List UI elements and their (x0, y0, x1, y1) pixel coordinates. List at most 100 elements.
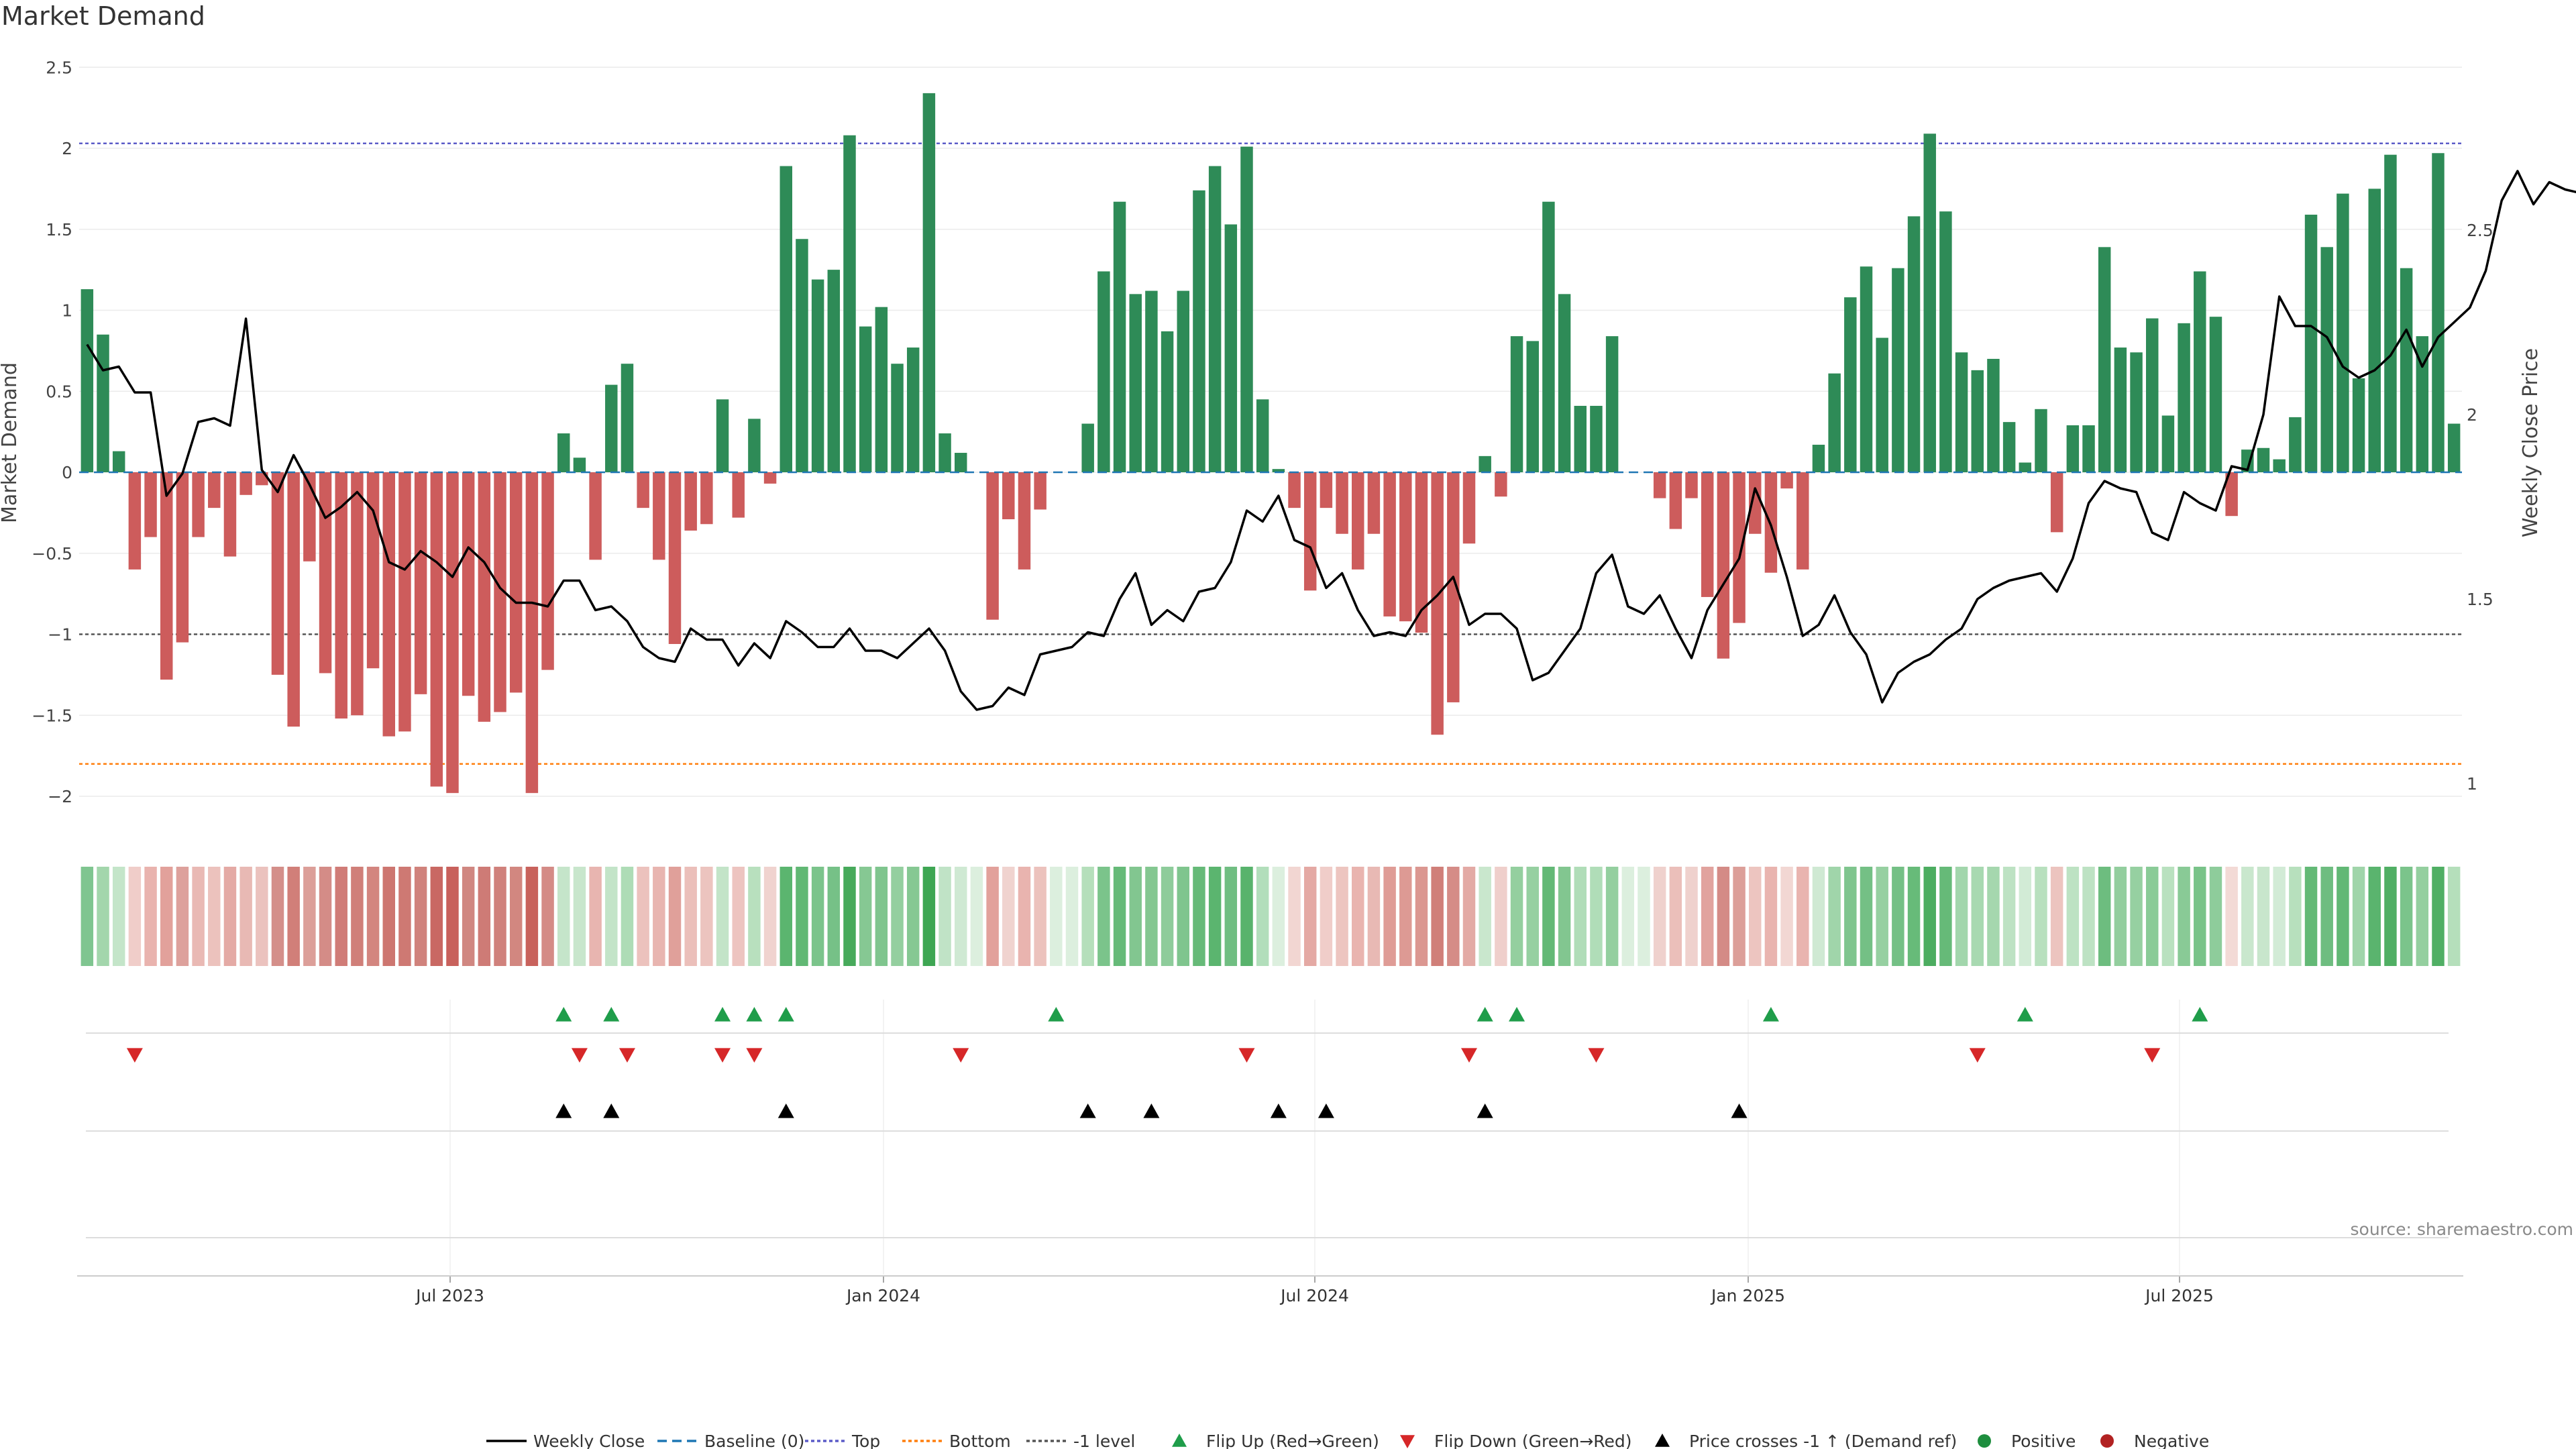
demand-bar (494, 472, 506, 712)
heat-cell (112, 867, 125, 966)
demand-bar (1256, 399, 1269, 472)
y-right-tick-label: 1.5 (2467, 590, 2493, 609)
demand-bar (700, 472, 713, 525)
demand-bar (1955, 352, 1968, 472)
heat-cell (256, 867, 268, 966)
heat-cell (700, 867, 713, 966)
heat-cell (637, 867, 649, 966)
legend-label: Price crosses -1 ↑ (Demand ref) (1689, 1432, 1957, 1449)
price-line-layer (86, 170, 2576, 711)
heat-cell (811, 867, 824, 966)
demand-bar (684, 472, 697, 531)
legend: Weekly Close Baseline (0) Top Bottom -1 leve… (486, 1432, 2209, 1449)
demand-bar (859, 326, 872, 472)
heat-cell (478, 867, 491, 966)
heat-cell (1510, 867, 1523, 966)
demand-bar (1081, 423, 1094, 472)
demand-bar (875, 307, 888, 472)
demand-bar (922, 93, 936, 472)
y-tick-label: −0.5 (32, 544, 72, 564)
demand-bar (1479, 455, 1491, 472)
heat-cell (1939, 867, 1952, 966)
demand-bar (2098, 247, 2111, 472)
legend-swatch-dot (2100, 1434, 2114, 1448)
heat-cell (2114, 867, 2127, 966)
heat-cell (1876, 867, 1888, 966)
heat-cell (1860, 867, 1873, 966)
demand-bar (748, 419, 761, 472)
price-cross-marker (1731, 1104, 1748, 1118)
heat-cell (1018, 867, 1031, 966)
flip-up-marker (746, 1007, 763, 1022)
heat-cell (2178, 867, 2190, 966)
demand-bar (843, 135, 856, 472)
demand-bar (1495, 472, 1507, 497)
heat-cell (1431, 867, 1444, 966)
heat-cell (573, 867, 586, 966)
demand-bar (1193, 190, 1205, 472)
heat-cell (668, 867, 682, 966)
y-tick-label: 0 (62, 463, 72, 482)
y-right-tick-label: 1 (2467, 774, 2477, 794)
y-right-axis-title: Weekly Close Price (2519, 348, 2542, 537)
demand-bar (2257, 447, 2270, 472)
heat-cell (97, 867, 109, 966)
demand-bar (382, 472, 395, 737)
demand-bar (1717, 472, 1730, 659)
x-tick-label: Jan 2024 (845, 1286, 920, 1305)
flip-down-marker (746, 1048, 763, 1063)
heat-cell (827, 867, 841, 966)
heat-cell (763, 867, 777, 966)
heat-cell (1923, 867, 1936, 966)
weekly-close-line (86, 170, 2576, 711)
heat-cell (796, 867, 808, 966)
demand-bar (160, 472, 173, 680)
demand-bar (1272, 469, 1285, 472)
demand-bar (637, 472, 649, 508)
demand-bar (192, 472, 205, 537)
heat-cell (2289, 867, 2302, 966)
demand-bar (1828, 373, 1841, 472)
demand-bar (1780, 472, 1793, 489)
heat-cell (271, 867, 284, 966)
heat-cell (2304, 867, 2318, 966)
demand-bar (1876, 337, 1888, 472)
heat-cell (2400, 867, 2413, 966)
demand-bar (827, 270, 841, 472)
flip-down-marker (126, 1048, 143, 1063)
demand-bar (303, 472, 316, 561)
demand-bar (2337, 193, 2349, 472)
y-axis-title: Market Demand (0, 362, 21, 523)
heat-cell (1621, 867, 1635, 966)
y-right-tick-label: 2 (2467, 405, 2477, 425)
heat-cell (2352, 867, 2365, 966)
heat-cell (1447, 867, 1460, 966)
legend-label: Negative (2134, 1432, 2209, 1449)
demand-bar (1542, 201, 1555, 472)
heat-cell (1844, 867, 1857, 966)
flip-down-marker (1461, 1048, 1477, 1063)
legend-label: Flip Down (Green→Red) (1434, 1432, 1632, 1449)
demand-bar (2384, 154, 2397, 472)
heat-cell (1764, 867, 1778, 966)
heat-cell (1717, 867, 1730, 966)
heat-cell (176, 867, 189, 966)
heat-cell (2130, 867, 2143, 966)
demand-bar (621, 364, 634, 472)
flip-down-marker (571, 1048, 588, 1063)
heat-cell (366, 867, 380, 966)
demand-bar (430, 472, 443, 787)
heat-cell (1177, 867, 1189, 966)
demand-bar (1224, 224, 1238, 472)
heat-cell (1383, 867, 1396, 966)
heat-cell (1907, 867, 1921, 966)
heat-cell (875, 867, 888, 966)
demand-bar (1303, 472, 1317, 591)
source-note: source: sharemaestro.com (2350, 1220, 2574, 1239)
demand-bar (1431, 472, 1444, 735)
demand-bar (525, 472, 539, 794)
legend-swatch-marker (1400, 1435, 1415, 1448)
heat-cell (1145, 867, 1158, 966)
demand-bar (1462, 472, 1476, 544)
demand-bar (653, 472, 665, 560)
